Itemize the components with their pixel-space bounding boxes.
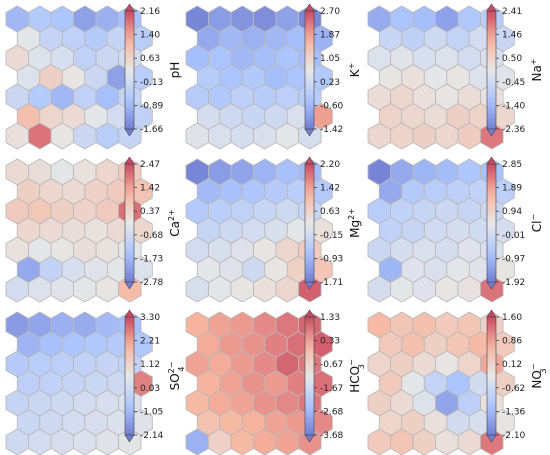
- panel-8: 1.33 0.33 -0.67 -1.67 -2.68 -3.68 HCO−3: [185, 309, 366, 455]
- colorbar-tick-label: -3.68: [320, 431, 344, 441]
- colorbar: [304, 10, 315, 130]
- colorbar-tick-label: -2.68: [320, 407, 344, 417]
- colorbar-tick-label: 3.30: [140, 313, 160, 323]
- colorbar-label: HCO−3: [347, 359, 366, 393]
- colorbar-tick-label: -0.68: [140, 231, 164, 241]
- colorbar-tick-label: 1.33: [320, 313, 340, 323]
- panel-5: 2.20 1.42 0.63 -0.15 -0.93 -1.71 Mg2+: [185, 156, 362, 303]
- colorbar-tick-label: -0.67: [320, 360, 343, 370]
- colorbar-tick-label: 1.89: [502, 184, 522, 194]
- colorbar-tick-label: 0.63: [140, 54, 160, 64]
- colorbar-tick-label: -1.66: [140, 125, 164, 135]
- colorbar-tick-label: -1.42: [320, 125, 343, 135]
- colorbar: [124, 10, 135, 130]
- colorbar-tick-label: -0.97: [502, 254, 525, 264]
- colorbar-tick-label: 2.21: [140, 337, 160, 347]
- colorbar-tick-label: -0.89: [140, 101, 164, 111]
- colorbar-tick-label: -1.92: [502, 278, 525, 288]
- colorbar-tick-label: 0.63: [320, 207, 340, 217]
- colorbar-tick-label: 0.03: [140, 384, 160, 394]
- panel-7: 3.30 2.21 1.12 0.03 -1.05 -2.14 SO2−4: [5, 309, 186, 455]
- colorbar-tick-label: 1.42: [140, 184, 160, 194]
- panel-3: 2.41 1.46 0.50 -0.45 -1.40 -2.36 Na+: [367, 3, 544, 150]
- colorbar-tick-label: 2.47: [140, 160, 160, 170]
- colorbar-tick-label: 2.70: [320, 7, 340, 17]
- colorbar-tick-label: 0.23: [320, 78, 340, 88]
- colorbar: [486, 316, 497, 436]
- colorbar-tick-label: -0.45: [502, 78, 525, 88]
- colorbar-tick-label: 2.85: [502, 160, 522, 170]
- colorbar-label: Na+: [529, 58, 544, 81]
- colorbar-tick-label: 1.87: [320, 31, 340, 41]
- panel-4: 2.47 1.42 0.37 -0.68 -1.73 -2.78 Ca2+: [5, 156, 182, 303]
- colorbar-tick-label: 0.37: [140, 207, 160, 217]
- colorbar-tick-label: -0.60: [320, 101, 344, 111]
- panel-9: 1.60 0.86 0.12 -0.62 -1.36 -2.10 NO−3: [367, 309, 548, 455]
- colorbar: [124, 316, 135, 436]
- colorbar: [304, 316, 315, 436]
- colorbar-label: Ca2+: [167, 209, 182, 237]
- colorbar-tick-label: 0.50: [502, 54, 522, 64]
- colorbar: [486, 10, 497, 130]
- colorbar-tick-label: 0.86: [502, 337, 522, 347]
- colorbar-tick-label: 0.33: [320, 337, 340, 347]
- colorbar: [124, 163, 135, 283]
- colorbar-tick-label: 1.46: [502, 31, 522, 41]
- colorbar-tick-label: 2.41: [502, 7, 522, 17]
- panel-2: 2.70 1.87 1.05 0.23 -0.60 -1.42 K+: [185, 3, 362, 150]
- colorbar-tick-label: 1.05: [320, 54, 340, 64]
- panel-1: 2.16 1.40 0.63 -0.13 -0.89 -1.66 pH: [5, 3, 182, 150]
- colorbar-tick-label: -1.05: [140, 407, 163, 417]
- colorbar-tick-label: -1.71: [320, 278, 343, 288]
- colorbar-tick-label: 1.60: [502, 313, 522, 323]
- colorbar-tick-label: 2.20: [320, 160, 340, 170]
- colorbar-tick-label: 1.42: [320, 184, 340, 194]
- colorbar-label: K+: [347, 63, 362, 78]
- colorbar-label: NO−3: [529, 363, 548, 388]
- colorbar-tick-label: -0.93: [320, 254, 343, 264]
- colorbar-label: pH: [168, 62, 182, 79]
- colorbar-tick-label: -1.67: [320, 384, 343, 394]
- colorbar: [304, 163, 315, 283]
- colorbar-tick-label: 2.16: [140, 7, 160, 17]
- colorbar-tick-label: -0.62: [502, 384, 525, 394]
- colorbar-tick-label: 1.12: [140, 360, 160, 370]
- colorbar-tick-label: 0.94: [502, 207, 522, 217]
- colorbar-tick-label: -0.15: [320, 231, 343, 241]
- colorbar-tick-label: -0.01: [502, 231, 525, 241]
- colorbar-tick-label: 0.12: [502, 360, 522, 370]
- colorbar-tick-label: 1.40: [140, 31, 160, 41]
- colorbar-tick-label: -2.14: [140, 431, 164, 441]
- colorbar-label: Cl−: [529, 214, 544, 232]
- colorbar-label: Mg2+: [347, 208, 362, 238]
- colorbar-tick-label: -1.36: [502, 407, 526, 417]
- colorbar-tick-label: -1.40: [502, 101, 526, 111]
- colorbar-label: SO2−4: [167, 362, 186, 391]
- colorbar-tick-label: -2.10: [502, 431, 526, 441]
- colorbar-tick-label: -1.73: [140, 254, 163, 264]
- colorbar-tick-label: -2.36: [502, 125, 526, 135]
- colorbar: [486, 163, 497, 283]
- colorbar-tick-label: -0.13: [140, 78, 163, 88]
- colorbar-tick-label: -2.78: [140, 278, 164, 288]
- panel-6: 2.85 1.89 0.94 -0.01 -0.97 -1.92 Cl−: [367, 156, 544, 303]
